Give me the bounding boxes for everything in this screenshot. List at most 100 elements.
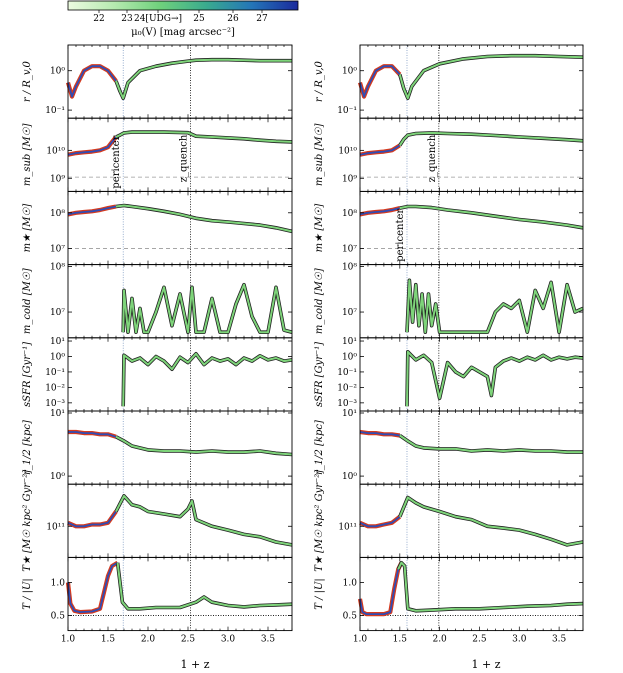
series-late [115, 204, 293, 233]
y-tick-label: 10⁻² [45, 383, 65, 393]
panel-frame [359, 337, 584, 412]
series-late [115, 494, 293, 546]
y-axis-label: r_1/2 [kpc] [22, 420, 33, 475]
x-tick-label: 3.0 [221, 635, 236, 645]
y-axis-label: m★ [M☉] [314, 204, 325, 253]
panel-frame [67, 44, 293, 119]
series-late [115, 435, 293, 456]
colorbar-tick-label: 24[UDG→] [134, 14, 182, 24]
panel-frame [67, 190, 293, 266]
series-edge [115, 562, 293, 611]
y-axis-label: r_1/2 [kpc] [314, 420, 325, 475]
y-tick-label: 10⁻³ [337, 399, 357, 409]
series-late [398, 54, 584, 100]
y-tick-label: 10⁸ [342, 263, 357, 273]
series-late [399, 205, 584, 229]
y-tick-label: 10⁰ [50, 67, 65, 77]
y-tick-label: 10⁸ [50, 209, 65, 219]
x-tick-label: 2.0 [432, 635, 447, 645]
y-tick-label: 10¹ [342, 337, 357, 347]
colorbar-ticks: 22 23 24[UDG→] 25 26 27 [93, 10, 268, 24]
panel-frame [67, 483, 293, 558]
panel-4: 10⁷ 10⁸ m_cold [M☉] [314, 263, 584, 339]
panel-5: 10⁻³ 10⁻² 10⁻¹ 10⁰ 10¹ sSFR [Gyr⁻¹] [22, 337, 293, 412]
colorbar-tick-label: 26 [227, 14, 239, 24]
y-tick-label: 10⁻¹ [45, 368, 65, 378]
y-tick-label: 10⁹ [342, 174, 357, 184]
colorbar-gradient [67, 0, 299, 11]
series-early [359, 65, 401, 98]
series-late [115, 58, 292, 100]
y-tick-label: 10¹ [50, 409, 65, 419]
panel-frame [67, 410, 293, 485]
series-edge [121, 282, 293, 334]
pericenter-label: pericenter [395, 209, 406, 262]
y-tick-label: 10⁰ [50, 472, 65, 482]
y-tick-label: 0.5 [343, 611, 358, 621]
y-tick-label: 10¹⁰ [46, 146, 65, 156]
right-x-axis-label: 1 + z [471, 658, 500, 671]
series-edge [396, 560, 584, 613]
x-tick-label: 3.5 [261, 635, 276, 645]
y-tick-label: 10¹¹ [338, 522, 357, 532]
y-tick-label: 10⁻¹ [45, 106, 65, 116]
y-tick-label: 10⁰ [50, 352, 65, 362]
y-tick-label: 10⁰ [342, 472, 357, 482]
y-tick-label: 10⁻¹ [337, 368, 357, 378]
series-late [398, 131, 584, 146]
series-late [116, 562, 293, 610]
series-late [399, 434, 583, 454]
y-tick-label: 10⁻² [337, 383, 357, 393]
y-tick-label: 10¹⁰ [338, 146, 357, 156]
y-tick-label: 10⁻³ [45, 399, 65, 409]
y-axis-label: m_sub [M☉] [314, 123, 325, 186]
series-late [122, 283, 293, 334]
panel-3: 10⁷ 10⁸ m★ [M☉] [22, 190, 293, 266]
panel-frame [359, 264, 584, 339]
panel-frame [359, 190, 584, 266]
x-tick-label: 1.5 [101, 635, 116, 645]
series-edge [405, 350, 584, 407]
y-tick-label: 0.5 [51, 611, 66, 621]
y-axis-label: m_cold [M☉] [22, 268, 33, 334]
y-tick-label: 10⁰ [342, 352, 357, 362]
y-tick-label: 10⁷ [50, 308, 65, 318]
y-axis-label: T★ [M☉ kpc² Gyr⁻²] [314, 470, 325, 572]
y-axis-label: m_cold [M☉] [314, 268, 325, 334]
series-edge [115, 203, 293, 234]
pericenter-label: pericenter [111, 135, 122, 188]
panel-5: 10⁻³ 10⁻² 10⁻¹ 10⁰ 10¹ sSFR [Gyr⁻¹] [314, 337, 584, 412]
series-edge [398, 495, 584, 547]
y-tick-label: 10⁸ [342, 209, 357, 219]
y-axis-label: r / R_v,0 [314, 60, 325, 102]
series-early [359, 144, 401, 156]
x-tick-label: 2.5 [472, 635, 487, 645]
x-tick-label: 2.0 [141, 635, 156, 645]
panel-frame [67, 337, 293, 412]
series-edge [114, 494, 293, 547]
panel-1: 10⁻¹ 10⁰ r / R_v,0 [22, 44, 293, 119]
y-tick-label: 10¹¹ [46, 522, 65, 532]
colorbar-tick-label: 22 [93, 14, 104, 24]
y-axis-label: r / R_v,0 [22, 60, 33, 102]
series-early [67, 136, 117, 156]
colorbar-tick-label: 25 [193, 14, 205, 24]
colorbar-label: μ₀(V) [mag arcsec⁻²] [131, 27, 235, 38]
panel-8: 0.5 1.0 T / |U| [314, 556, 584, 632]
x-tick-label: 3.0 [512, 635, 527, 645]
panel-frame [359, 410, 584, 485]
panel-8: 0.5 1.0 T / |U| [22, 556, 293, 632]
left-x-axis-label: 1 + z [180, 658, 209, 671]
zquench-label: z_quench [178, 134, 189, 182]
y-tick-label: 10¹ [50, 337, 65, 347]
panel-1: 10⁻¹ 10⁰ r / R_v,0 [314, 44, 584, 119]
x-tick-label: 2.5 [181, 635, 196, 645]
y-axis-label: sSFR [Gyr⁻¹] [22, 342, 33, 407]
zquench-label: z_quench [427, 134, 438, 182]
colorbar-tick-label: 23 [121, 14, 133, 24]
panel-6: 10⁰ 10¹ r_1/2 [kpc] [22, 409, 293, 485]
y-tick-label: 1.0 [51, 578, 66, 588]
x-tick-label: 1.0 [353, 635, 368, 645]
y-axis-label: m★ [M☉] [22, 204, 33, 253]
